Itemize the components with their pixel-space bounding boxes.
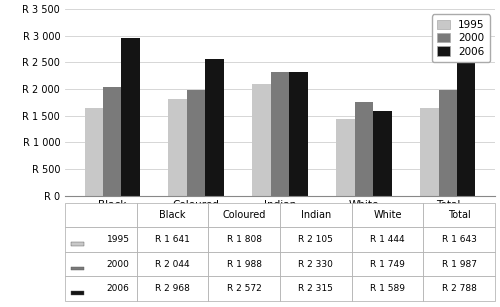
Bar — [70, 267, 84, 270]
Bar — [70, 242, 84, 246]
Bar — [373, 111, 392, 196]
Bar — [420, 108, 438, 196]
Bar — [271, 72, 289, 196]
Legend: 1995, 2000, 2006: 1995, 2000, 2006 — [432, 14, 490, 62]
Bar — [438, 90, 457, 196]
Bar — [84, 108, 103, 196]
Bar — [354, 103, 373, 196]
Bar — [168, 99, 187, 196]
Bar — [187, 90, 206, 196]
Bar — [252, 84, 271, 196]
Bar — [457, 47, 475, 196]
Bar — [206, 59, 224, 196]
Bar — [103, 87, 122, 196]
Bar — [122, 37, 140, 196]
Bar — [336, 119, 354, 196]
Bar — [289, 72, 308, 196]
Bar — [70, 291, 84, 295]
